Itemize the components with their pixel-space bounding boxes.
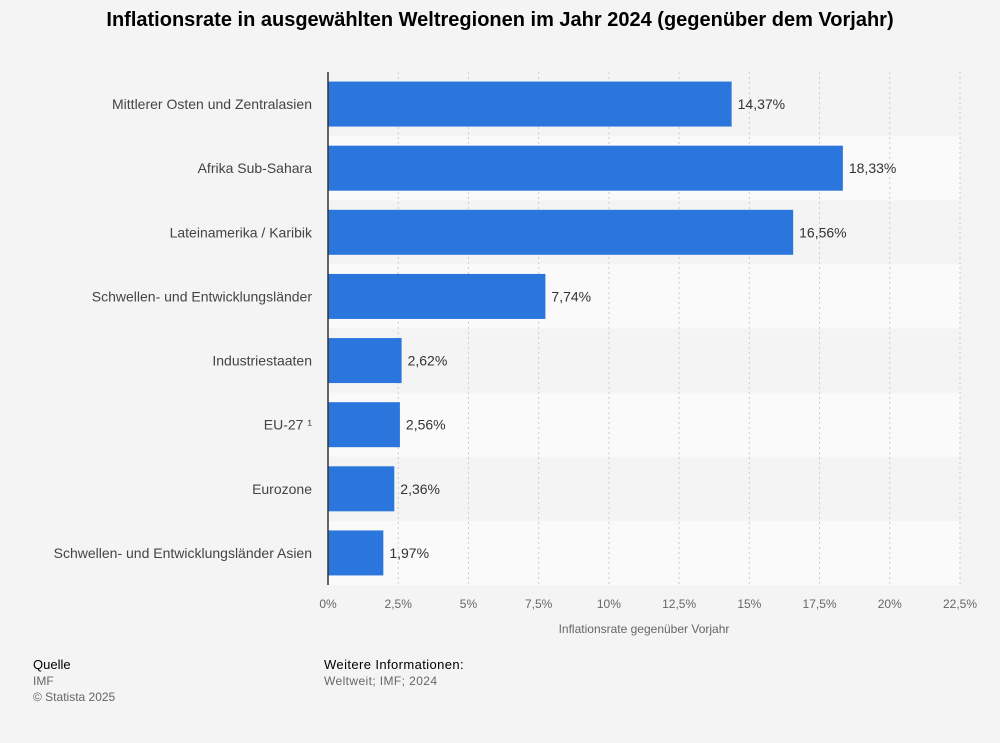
x-tick-labels: 0% 2,5% 5% 7,5% 10% 12,5% 15% 17,5% 20% 22,5%: [319, 597, 977, 611]
bars: [328, 81, 843, 576]
value-labels: 14,37% 18,33% 16,56% 7,74% 2,62% 2,56% 2,36% 1,…: [389, 96, 896, 561]
chart-title: Inflationsrate in ausgewählten Weltregio…: [106, 9, 894, 31]
x-tick-label: 0%: [319, 597, 337, 611]
category-label: Eurozone: [252, 481, 312, 497]
info-heading: Weitere Informationen:: [324, 657, 465, 672]
x-axis-title: Inflationsrate gegenüber Vorjahr: [559, 622, 730, 636]
category-label: Lateinamerika / Karibik: [170, 224, 313, 240]
value-label: 2,56%: [406, 417, 446, 433]
info-block: Weitere Informationen: Weltweit; IMF; 20…: [324, 657, 464, 689]
x-tick-label: 5%: [460, 597, 478, 611]
row-band: [328, 520, 960, 585]
x-tick-label: 7,5%: [525, 597, 553, 611]
x-tick-label: 22,5%: [943, 597, 977, 611]
category-label: Mittlerer Osten und Zentralasien: [112, 96, 312, 112]
value-label: 1,97%: [389, 545, 429, 561]
x-tick-label: 2,5%: [385, 597, 413, 611]
value-label: 14,37%: [738, 96, 785, 112]
value-label: 18,33%: [849, 160, 896, 176]
category-label: Afrika Sub-Sahara: [198, 160, 313, 176]
info-text: Weltweit; IMF; 2024: [324, 674, 438, 688]
source-heading: Quelle: [33, 657, 71, 672]
source-name: IMF: [33, 674, 54, 688]
x-tick-label: 15%: [737, 597, 761, 611]
value-label: 2,36%: [400, 481, 440, 497]
category-label: Schwellen- und Entwicklungsländer: [92, 288, 313, 304]
value-label: 16,56%: [799, 224, 846, 240]
bar: [328, 81, 732, 127]
row-band: [328, 392, 960, 457]
bar: [328, 338, 402, 384]
x-tick-label: 12,5%: [662, 597, 696, 611]
x-tick-label: 17,5%: [803, 597, 837, 611]
category-label: Industriestaaten: [212, 353, 312, 369]
bar: [328, 402, 400, 448]
category-labels: Mittlerer Osten und Zentralasien Afrika S…: [54, 96, 313, 561]
source-block: Quelle IMF © Statista 2025: [33, 657, 115, 705]
category-label: Schwellen- und Entwicklungsländer Asien: [54, 545, 312, 561]
copyright: © Statista 2025: [33, 690, 116, 704]
bar: [328, 273, 546, 319]
bar: [328, 466, 395, 512]
bar: [328, 530, 384, 576]
value-label: 7,74%: [551, 288, 591, 304]
x-tick-label: 10%: [597, 597, 621, 611]
bar: [328, 209, 794, 255]
x-tick-label: 20%: [878, 597, 902, 611]
bar: [328, 145, 843, 191]
category-label: EU-27 ¹: [264, 417, 313, 433]
value-label: 2,62%: [408, 353, 448, 369]
